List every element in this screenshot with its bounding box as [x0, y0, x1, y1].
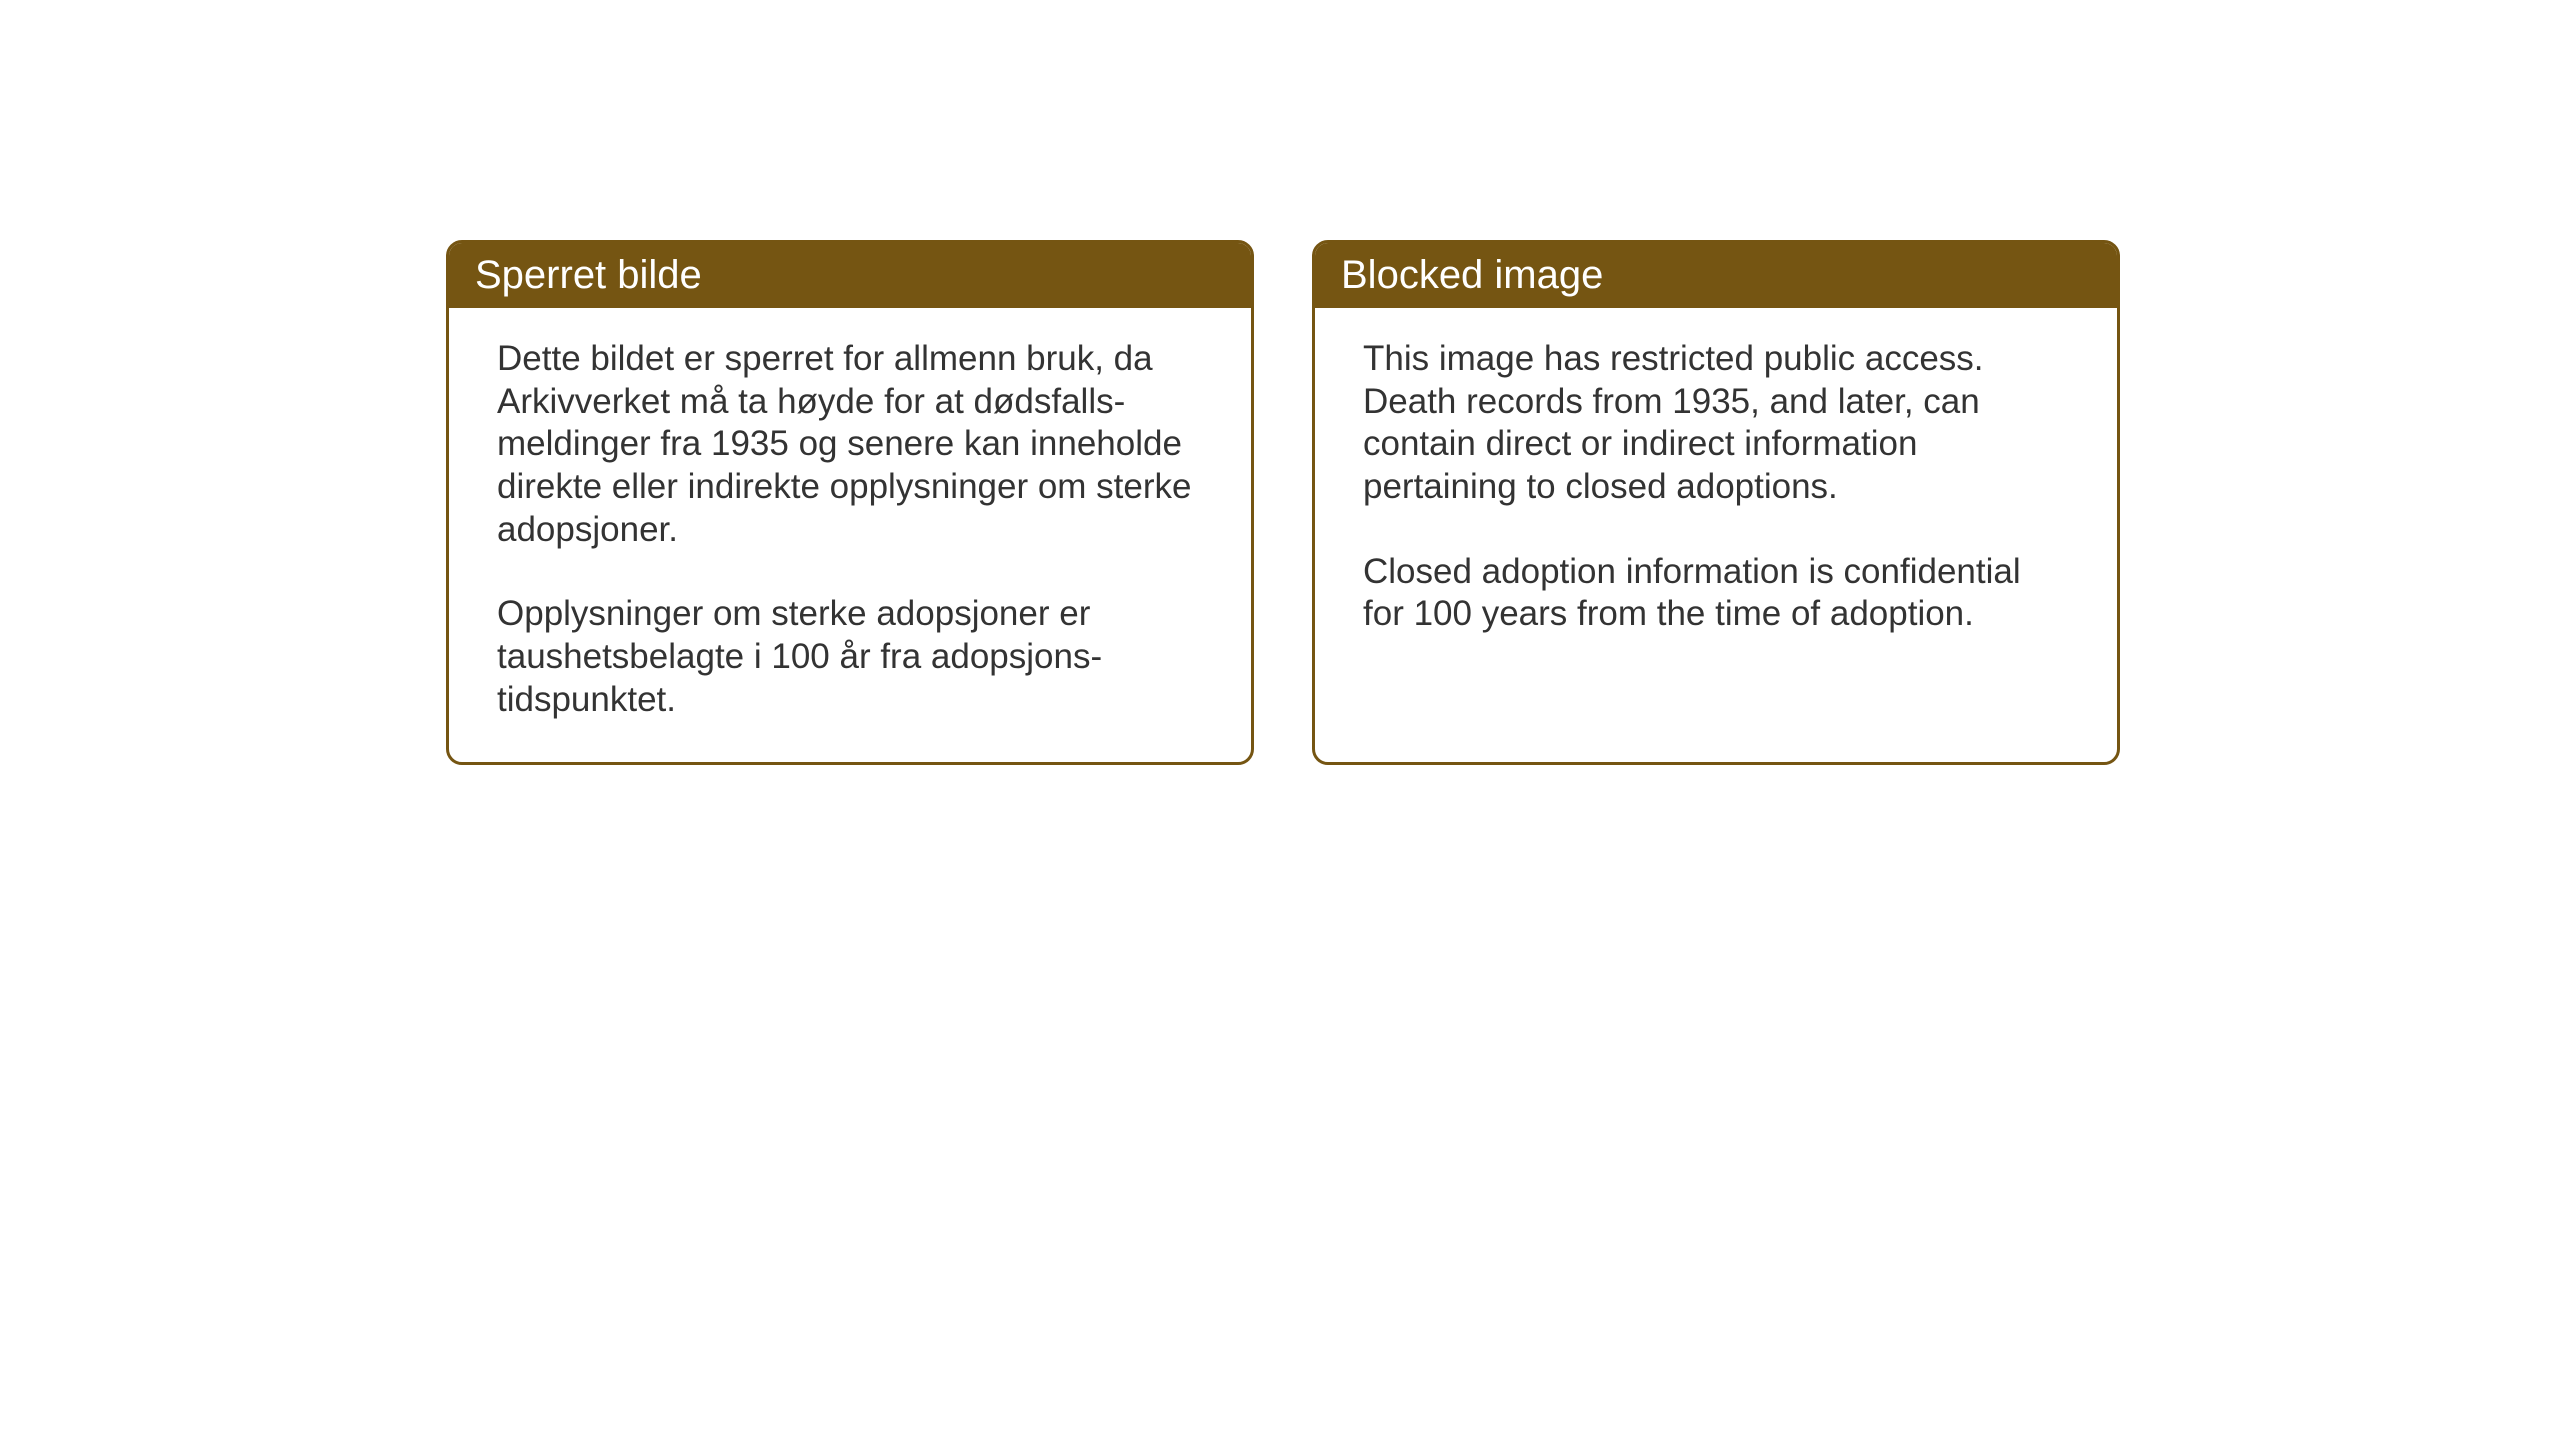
message-header-norwegian: Sperret bilde	[449, 243, 1251, 308]
header-title: Sperret bilde	[475, 253, 702, 297]
message-paragraph: This image has restricted public access.…	[1363, 338, 2069, 509]
message-body-english: This image has restricted public access.…	[1315, 308, 2117, 676]
message-paragraph: Opplysninger om sterke adopsjoner er tau…	[497, 593, 1203, 721]
message-box-english: Blocked image This image has restricted …	[1312, 240, 2120, 765]
message-box-norwegian: Sperret bilde Dette bildet er sperret fo…	[446, 240, 1254, 765]
message-paragraph: Closed adoption information is confident…	[1363, 551, 2069, 636]
message-header-english: Blocked image	[1315, 243, 2117, 308]
message-body-norwegian: Dette bildet er sperret for allmenn bruk…	[449, 308, 1251, 762]
header-title: Blocked image	[1341, 253, 1603, 297]
message-paragraph: Dette bildet er sperret for allmenn bruk…	[497, 338, 1203, 551]
message-container: Sperret bilde Dette bildet er sperret fo…	[446, 240, 2120, 765]
